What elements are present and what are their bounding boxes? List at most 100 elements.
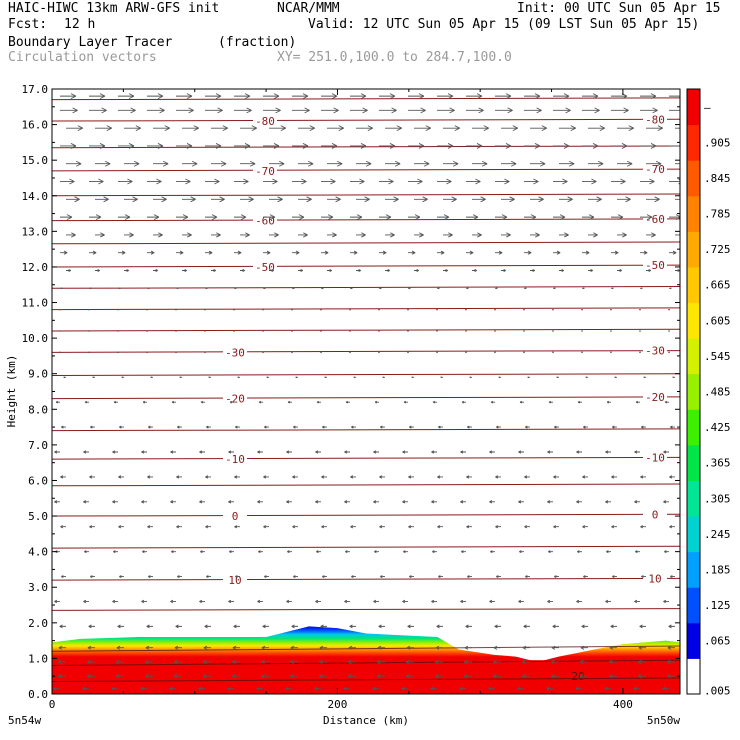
wind-vector [199,450,205,454]
wind-vector [640,287,643,290]
wind-vector [638,645,646,650]
wind-vector [262,308,264,311]
wind-vector [349,624,356,629]
wind-vector [350,475,356,479]
wind-vector [635,400,640,404]
wind-vector [176,250,184,255]
wind-vector [257,500,263,504]
wind-vector [617,125,635,132]
axes: 0.0 1.0 2.0 3.0 4.0 5.0 6.0 7.0 8.0 9.0 10.0 11.0 12… [22,83,680,711]
colorbar-label: .125 [704,599,731,612]
wind-vector [205,287,208,290]
wind-vector [617,196,631,203]
wind-vector [350,178,365,185]
y-tick-label: 15.0 [22,154,49,167]
wind-vector [408,525,414,529]
wind-vector [495,214,508,221]
contour-label: -30 [225,346,245,359]
wind-vector [54,500,60,504]
wind-vector [523,308,525,311]
wind-vector [405,659,414,665]
wind-vector [227,686,234,691]
y-tick-label: 14.0 [22,190,49,203]
wind-vector [436,351,438,354]
wind-vector [327,160,343,167]
wind-vector [261,645,269,650]
wind-vector [347,659,356,665]
colorbar-frame [686,88,701,695]
wind-vector [86,674,95,679]
wind-vector [182,125,200,132]
colorbar-label: .425 [704,421,731,434]
contour-line [52,328,680,332]
wind-vector [95,160,111,167]
wind-vector [118,214,131,221]
wind-vector [315,500,321,504]
contour-label: -10 [645,451,665,464]
wind-vector [495,178,510,185]
wind-vector [524,250,532,255]
wind-vector [321,93,338,100]
wind-vector [608,674,617,679]
wind-vector [182,269,188,272]
wind-vector [118,525,124,529]
wind-vector [524,214,537,221]
wind-vector [521,659,530,665]
wind-vector [321,287,324,290]
contour-line [52,483,680,487]
wind-vector [257,550,263,554]
wind-vector [121,376,124,379]
wind-vector [379,525,385,529]
wind-vector [435,645,443,650]
colorbar-swatch [687,658,700,695]
wind-vector [234,575,240,579]
wind-vector [580,645,588,650]
wind-vector [256,686,263,691]
wind-vector [95,196,109,203]
y-tick-label: 8.0 [28,403,48,416]
wind-vector [605,550,611,554]
wind-vector [179,376,182,379]
wind-vector [83,500,89,504]
wind-vector [233,351,235,354]
wind-vector [144,659,153,665]
wind-vector [89,575,95,579]
wind-vector [553,475,559,479]
wind-vector [141,599,147,604]
wind-vector [145,645,153,650]
wind-vector [588,125,606,132]
wind-vector [176,525,182,529]
wind-vector [663,599,669,604]
wind-vector [559,196,573,203]
wind-vector [175,624,182,629]
wind-vector [118,143,135,149]
wind-vector [344,550,350,554]
wind-vector [666,659,675,665]
wind-vector [466,575,472,579]
wind-vector [263,575,269,579]
wind-vector [524,93,541,100]
y-tick-label: 6.0 [28,474,48,487]
wind-vector [611,525,617,529]
wind-vector [669,525,675,529]
wind-vector [523,624,530,629]
wind-vector [54,599,60,604]
wind-vector [356,232,366,238]
wind-vector [117,308,119,311]
wind-vector [576,450,582,454]
wind-vector [610,351,612,354]
colorbar-label: .665 [704,279,731,292]
wind-vector [211,160,227,167]
colorbar-label: – [704,101,711,114]
wind-vector [667,645,675,650]
wind-vector [237,376,240,379]
wind-vector [205,525,211,529]
wind-vector [240,125,258,132]
wind-vector [356,196,370,203]
contour-line [52,659,680,667]
wind-vector [553,575,559,579]
wind-vector [349,330,351,332]
wind-vector [668,351,670,354]
wind-vector [89,107,107,114]
wind-vector [176,425,182,429]
